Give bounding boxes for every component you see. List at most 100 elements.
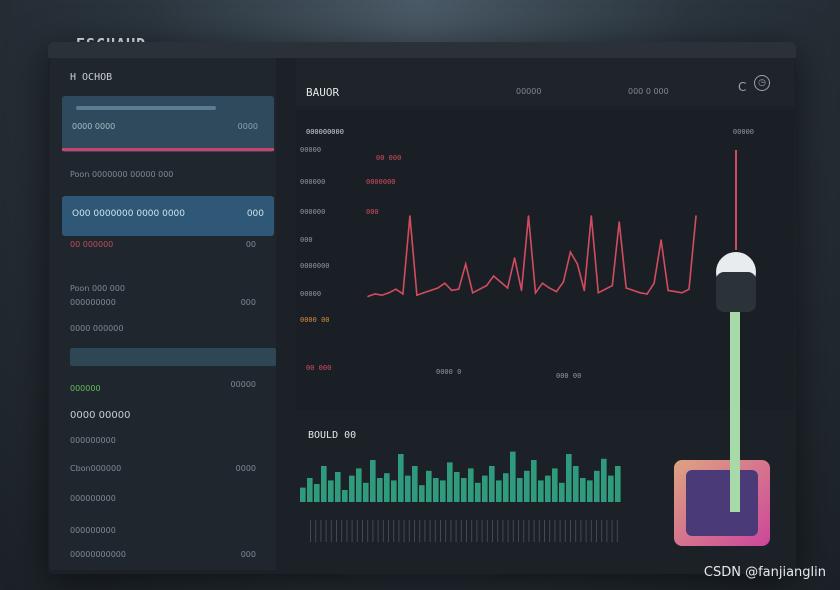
bar (454, 472, 460, 502)
grid-tick (356, 520, 358, 542)
bar (594, 470, 600, 502)
grid-tick (606, 520, 608, 542)
bar (580, 478, 586, 502)
bar (433, 478, 439, 502)
grid-tick (486, 520, 488, 542)
sidebar-title: H ОСНОВ (70, 72, 113, 83)
line-point (499, 281, 502, 283)
bar (412, 466, 418, 502)
grid-tick (393, 520, 395, 542)
grid-tick (382, 520, 384, 542)
line-point (660, 239, 662, 241)
grid-tick (424, 520, 426, 542)
line-point (520, 289, 523, 292)
grid-tick (492, 520, 493, 542)
sidebar-item[interactable]: Poon 0000000 00000 000 (70, 170, 174, 179)
grid-tick (310, 520, 311, 542)
sidebar-item[interactable]: Poon 000 000 (70, 284, 126, 293)
line-point (471, 292, 474, 294)
bar (405, 475, 411, 502)
sidebar-item[interactable]: 0000 000000 (70, 324, 124, 333)
sidebar-item-label: O00 0000000 0000 0000 (72, 209, 186, 219)
grid-tick (538, 520, 540, 542)
list-item[interactable]: 000000000 (70, 526, 116, 535)
grid-tick (351, 520, 353, 542)
grid-tick (481, 520, 483, 542)
sidebar-item[interactable]: 000000000 (70, 298, 116, 307)
line-point (444, 282, 446, 284)
y-tick-label: 0000000 (366, 178, 396, 186)
grid-tick (336, 520, 337, 542)
line-point (374, 293, 376, 295)
list-item-value: 0000 (235, 464, 256, 473)
sidebar-accent-bar (62, 148, 274, 151)
line-point (597, 292, 600, 294)
grid-tick (398, 520, 400, 542)
bar (419, 485, 425, 502)
bar (391, 480, 397, 502)
grid-tick (346, 520, 348, 542)
y-tick-label: 00000 (300, 146, 322, 154)
grid-tick (460, 520, 462, 542)
line-point (402, 293, 404, 295)
grid-tick (434, 520, 436, 542)
bar (321, 466, 327, 502)
clock-icon[interactable]: ◷ (754, 75, 770, 91)
y-tick-label: 000000 (300, 208, 326, 216)
grid-tick (440, 520, 441, 542)
grid-tick (590, 520, 592, 542)
line-point (381, 294, 383, 296)
y-tick-label: 00 000 (376, 154, 402, 162)
grid-tick (429, 520, 431, 542)
line-point (569, 251, 572, 253)
bar (524, 470, 530, 502)
list-item[interactable]: Cbon000000 (70, 464, 122, 473)
bar (615, 466, 621, 502)
bar (552, 468, 558, 502)
bar (531, 460, 537, 502)
sidebar: H ОСНОВ 0000 0000 0000 Poon 0000000 0000… (50, 58, 276, 570)
header-meta: 00000 (516, 87, 542, 96)
grid-tick (502, 520, 504, 542)
grid-tick (445, 520, 447, 542)
list-item[interactable]: 00000000000 (70, 550, 126, 559)
list-item-value: 000 (240, 550, 256, 559)
grid-tick (596, 520, 597, 542)
line-chart-panel: 000000000 00000 00 000 0000000 000 00000… (296, 110, 794, 410)
grid-tick (585, 520, 587, 542)
chart-label: 000000000 (306, 128, 344, 136)
sidebar-item[interactable]: 00 000000 (70, 240, 114, 249)
list-item[interactable]: 000000000 (70, 436, 116, 445)
sidebar-item-value: 000 (240, 298, 256, 307)
bar (559, 482, 565, 502)
bar (496, 480, 502, 502)
page-title: BAUOR (306, 86, 340, 99)
line-point (695, 215, 697, 217)
bar (489, 466, 495, 502)
bar (349, 475, 355, 502)
grid-tick (554, 520, 556, 542)
bar (314, 484, 320, 502)
grid-tick (471, 520, 473, 542)
line-point (632, 289, 634, 292)
x-tick-label: 00 000 (306, 364, 332, 372)
sidebar-card[interactable]: 0000 0000 0000 (62, 96, 274, 152)
sidebar-item-value: 00 (245, 240, 256, 249)
bar (587, 480, 593, 502)
bracket-icon[interactable]: C (738, 80, 747, 94)
sidebar-status-value: 00000 (230, 380, 256, 389)
bar (440, 480, 446, 502)
grid-tick (403, 520, 405, 542)
line-point (450, 289, 453, 292)
window-top-strip (48, 42, 796, 58)
main-header: BAUOR 00000 000 0 000 C ◷ (296, 58, 794, 106)
grid-tick (325, 520, 327, 542)
line-point (478, 288, 481, 290)
bar (573, 466, 579, 502)
line-point (464, 263, 467, 265)
bar (601, 458, 607, 502)
sidebar-item-selected[interactable]: O00 0000000 0000 0000 000 (62, 196, 274, 236)
grid-tick (408, 520, 410, 542)
list-item[interactable]: 000000000 (70, 494, 116, 503)
grid-tick (507, 520, 509, 542)
